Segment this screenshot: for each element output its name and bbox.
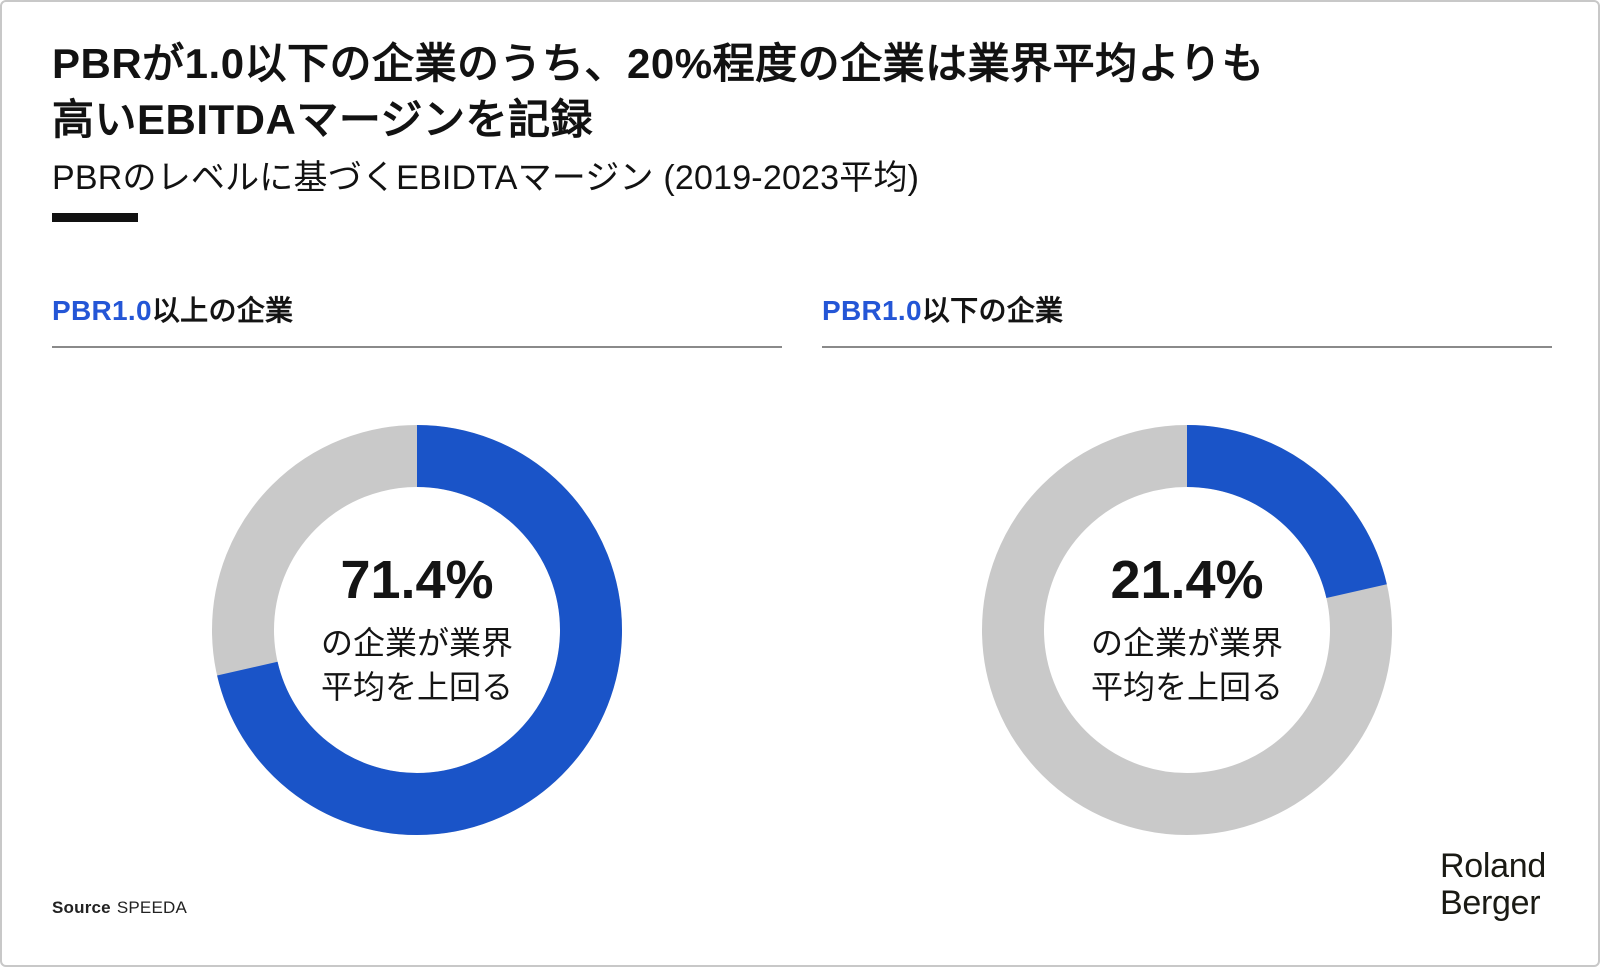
page-title-line2: 高いEBITDAマージンを記録 — [52, 96, 593, 143]
logo-line1: Roland — [1440, 847, 1546, 885]
left-panel-header-rest: 以上の企業 — [151, 295, 294, 326]
left-donut-caption: の企業が業界 平均を上回る — [321, 621, 513, 709]
title-accent-bar — [52, 213, 138, 222]
left-donut-caption-line2: 平均を上回る — [320, 669, 513, 705]
page-title: PBRが1.0以下の企業のうち、20%程度の企業は業界平均よりも 高いEBITD… — [52, 36, 1264, 148]
left-donut-caption-line1: の企業が業界 — [320, 625, 513, 661]
source-label: Source — [52, 898, 111, 917]
left-panel-header-highlight: PBR1.0 — [52, 295, 152, 326]
page-subtitle: PBRのレベルに基づくEBIDTAマージン (2019-2023平均) — [52, 159, 920, 197]
donut-value-segment — [982, 425, 1392, 835]
right-donut-center-label: 21.4% の企業が業界 平均を上回る — [1042, 485, 1332, 775]
source-value: SPEEDA — [116, 898, 188, 917]
left-panel-header: PBR1.0以上の企業 — [52, 289, 782, 348]
donut-chart-pbr-above-1 — [212, 425, 622, 835]
page-title-line1: PBRが1.0以下の企業のうち、20%程度の企業は業界平均よりも — [52, 40, 1265, 87]
right-panel-header-highlight: PBR1.0 — [822, 295, 922, 326]
donut-chart-pbr-below-1 — [982, 425, 1392, 835]
roland-berger-logo: Roland Berger — [1440, 848, 1546, 922]
right-donut-caption-line1: の企業が業界 — [1090, 625, 1283, 661]
source-note: Source SPEEDA — [52, 898, 187, 918]
logo-line2: Berger — [1440, 884, 1541, 922]
right-donut-caption: の企業が業界 平均を上回る — [1091, 621, 1283, 709]
left-donut-center-label: 71.4% の企業が業界 平均を上回る — [272, 485, 562, 775]
right-panel-header: PBR1.0以下の企業 — [822, 289, 1552, 348]
right-donut-percentage: 21.4% — [1110, 550, 1264, 610]
donut-value-segment — [212, 425, 622, 835]
right-panel-header-rest: 以下の企業 — [921, 295, 1064, 326]
right-donut-caption-line2: 平均を上回る — [1090, 669, 1283, 705]
left-donut-percentage: 71.4% — [340, 550, 494, 610]
